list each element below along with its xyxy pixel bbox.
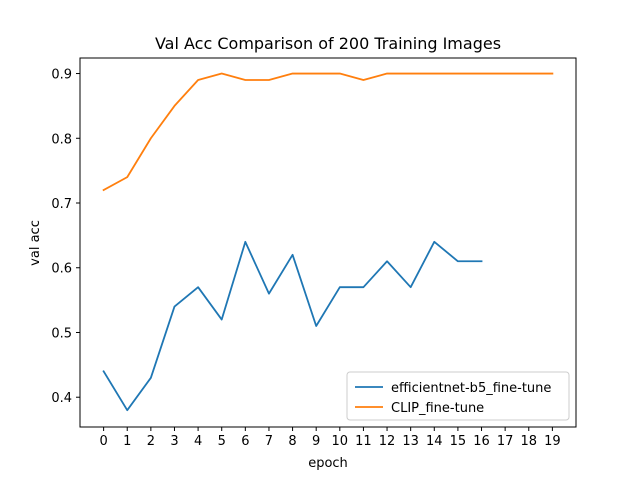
- axis-ticks: 0 1 2 3 4 5 6 7 8 9 10 11 12 13 14 15 16 17 18 190.40.50.60…: [51, 68, 560, 449]
- y-tick-label: 0.6: [51, 262, 72, 277]
- chart-title: Val Acc Comparison of 200 Training Image…: [155, 34, 501, 53]
- x-tick-label: 16: [473, 434, 490, 449]
- x-tick-label: 15: [450, 434, 467, 449]
- x-tick-label: 3: [170, 434, 178, 449]
- legend-label-1: CLIP_fine-tune: [391, 401, 484, 416]
- x-tick-label: 10: [332, 434, 349, 449]
- x-tick-label: 9: [312, 434, 320, 449]
- x-tick-label: 4: [194, 434, 202, 449]
- legend: efficientnet-b5_fine-tune CLIP_fine-tune: [346, 371, 570, 421]
- x-tick-label: 5: [218, 434, 226, 449]
- x-tick-label: 11: [355, 434, 372, 449]
- legend-label-0: efficientnet-b5_fine-tune: [391, 381, 551, 396]
- x-axis-label: epoch: [308, 456, 348, 471]
- plot-frame: [79, 57, 577, 428]
- x-tick-label: 6: [241, 434, 249, 449]
- x-tick-label: 18: [520, 434, 537, 449]
- x-tick-label: 19: [544, 434, 561, 449]
- y-axis-label: val acc: [28, 220, 43, 266]
- x-tick-label: 17: [497, 434, 514, 449]
- x-tick-label: 12: [379, 434, 396, 449]
- series-line-0: [102, 240, 483, 412]
- x-tick-label: 0: [99, 434, 107, 449]
- plot-lines: [102, 72, 554, 412]
- legend-box: [346, 371, 570, 421]
- x-tick-label: 7: [265, 434, 273, 449]
- y-tick-label: 0.8: [51, 132, 72, 147]
- x-tick-label: 14: [426, 434, 443, 449]
- x-tick-label: 2: [147, 434, 155, 449]
- y-tick-label: 0.7: [51, 197, 72, 212]
- x-tick-label: 8: [288, 434, 296, 449]
- x-tick-label: 13: [402, 434, 419, 449]
- y-tick-label: 0.4: [51, 391, 72, 406]
- series-line-1: [102, 72, 554, 192]
- y-tick-label: 0.9: [51, 68, 72, 83]
- x-tick-label: 1: [123, 434, 131, 449]
- y-tick-label: 0.5: [51, 326, 72, 341]
